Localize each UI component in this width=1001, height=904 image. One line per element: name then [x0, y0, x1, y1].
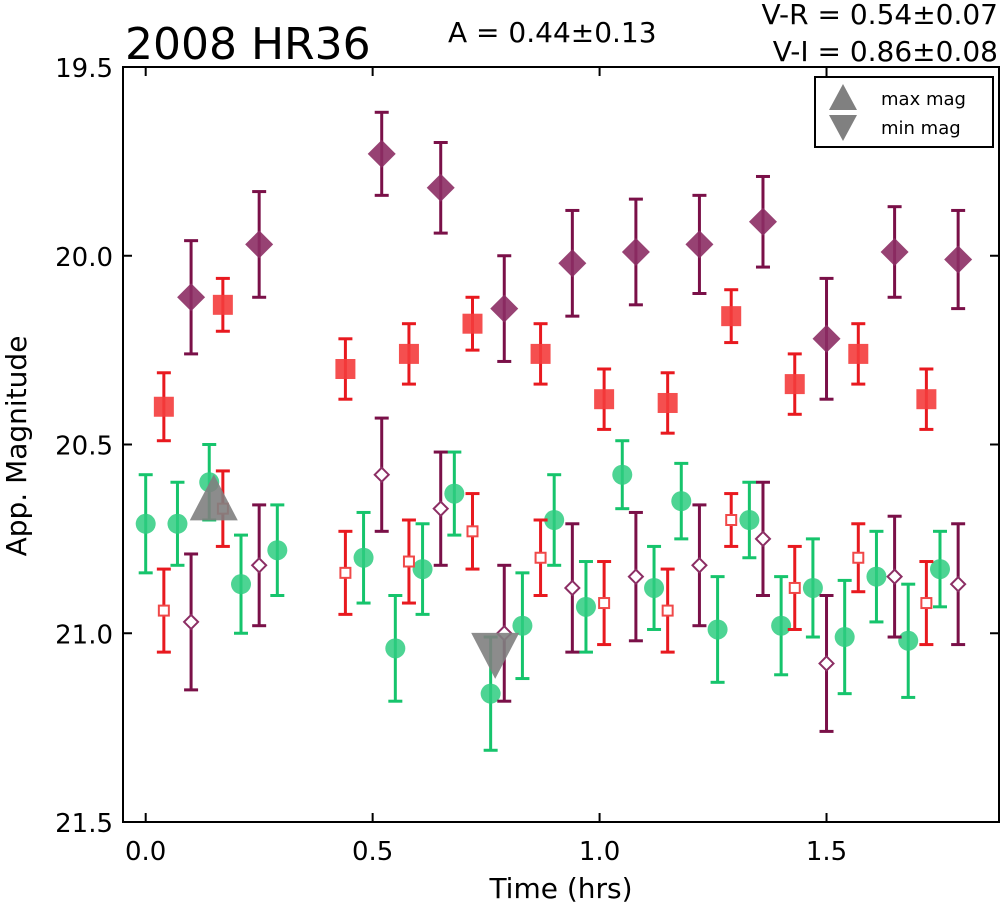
- series-0: [177, 110, 973, 401]
- data-point: [661, 604, 674, 617]
- data-point: [530, 343, 551, 364]
- data-point: [834, 627, 855, 648]
- data-point: [818, 655, 835, 672]
- amplitude-label: A = 0.44±0.13: [448, 16, 657, 49]
- data-point: [691, 556, 708, 574]
- data-point: [621, 237, 650, 266]
- data-point: [426, 173, 455, 202]
- series-1: [153, 276, 937, 443]
- data-point: [627, 568, 645, 586]
- data-point: [848, 343, 869, 364]
- data-point: [367, 139, 396, 168]
- data-point: [177, 283, 206, 312]
- data-point: [748, 207, 777, 236]
- data-point: [707, 619, 728, 640]
- data-point: [250, 556, 268, 574]
- data-point: [685, 230, 714, 259]
- data-point: [182, 613, 200, 631]
- legend-min-mag-icon: [829, 115, 857, 141]
- data-point: [432, 500, 450, 518]
- color-index-vr: V-R = 0.54±0.07: [762, 0, 998, 31]
- data-point: [466, 525, 479, 538]
- data-point: [802, 577, 823, 598]
- data-point: [739, 510, 760, 530]
- series-3: [156, 469, 934, 654]
- data-point: [544, 510, 565, 530]
- y-axis-label: App. Magnitude: [0, 336, 33, 557]
- data-point: [558, 249, 587, 278]
- data-point: [612, 464, 633, 485]
- data-point: [657, 392, 678, 413]
- min-mag-marker: [471, 632, 520, 679]
- data-point: [480, 683, 501, 704]
- data-point: [886, 568, 904, 586]
- x-tick-label: 0.5: [352, 837, 393, 867]
- data-point: [167, 513, 188, 534]
- y-tick-label: 21.5: [55, 809, 113, 839]
- data-point: [852, 551, 865, 564]
- y-tick-label: 20.0: [55, 243, 113, 273]
- legend-label: max mag: [881, 89, 966, 110]
- data-point: [231, 574, 252, 595]
- legend-label: min mag: [881, 118, 961, 139]
- data-point: [929, 559, 950, 580]
- data-point: [135, 513, 156, 534]
- plot-frame: [122, 66, 1000, 823]
- data-point: [721, 306, 742, 327]
- data-point: [920, 597, 933, 610]
- data-point: [212, 294, 233, 315]
- color-index-vi: V-I = 0.86±0.08: [773, 35, 998, 68]
- data-point: [784, 374, 805, 395]
- data-point: [402, 555, 415, 568]
- legend-max-mag-icon: [829, 84, 857, 110]
- data-point: [490, 294, 519, 323]
- chart-title: 2008 HR36: [125, 19, 371, 70]
- series-4: [182, 416, 967, 733]
- data-point: [267, 540, 288, 561]
- data-point: [153, 396, 174, 417]
- data-point: [788, 581, 801, 594]
- data-point: [598, 597, 611, 610]
- data-point: [462, 313, 483, 334]
- data-point: [563, 579, 581, 597]
- data-point: [644, 577, 665, 598]
- data-point: [575, 596, 596, 617]
- data-point: [771, 615, 792, 636]
- data-point: [812, 324, 841, 353]
- legend: max mag min mag: [814, 76, 994, 148]
- data-point: [944, 245, 973, 274]
- data-point: [444, 483, 465, 504]
- y-tick-label: 20.5: [55, 432, 113, 462]
- axis-ticks: 0.0 0.5 1.0 1.5 19.5 20.0 20.5 21.0 21.5: [55, 54, 999, 867]
- data-point: [880, 237, 909, 266]
- data-point: [245, 230, 274, 259]
- data-point: [335, 359, 356, 379]
- x-axis-label: Time (hrs): [488, 872, 632, 904]
- x-tick-label: 1.5: [806, 837, 847, 867]
- data-point: [754, 530, 772, 548]
- y-tick-label: 19.5: [55, 54, 113, 84]
- data-point: [412, 559, 433, 580]
- data-point: [898, 630, 919, 651]
- data-point: [916, 389, 937, 410]
- data-point: [385, 638, 406, 659]
- data-marks: [135, 110, 973, 752]
- x-tick-label: 1.0: [579, 837, 620, 867]
- data-point: [512, 615, 533, 636]
- data-point: [866, 566, 887, 587]
- data-point: [534, 551, 547, 564]
- x-tick-label: 0.0: [125, 837, 166, 867]
- data-point: [373, 466, 391, 484]
- data-point: [353, 547, 374, 568]
- data-point: [339, 566, 352, 579]
- max-mag-marker: [189, 474, 238, 521]
- data-point: [671, 491, 692, 512]
- data-point: [725, 514, 738, 526]
- y-tick-label: 21.0: [55, 620, 113, 650]
- data-point: [949, 575, 967, 593]
- data-point: [594, 389, 615, 410]
- data-point: [398, 343, 419, 364]
- data-point: [157, 604, 170, 617]
